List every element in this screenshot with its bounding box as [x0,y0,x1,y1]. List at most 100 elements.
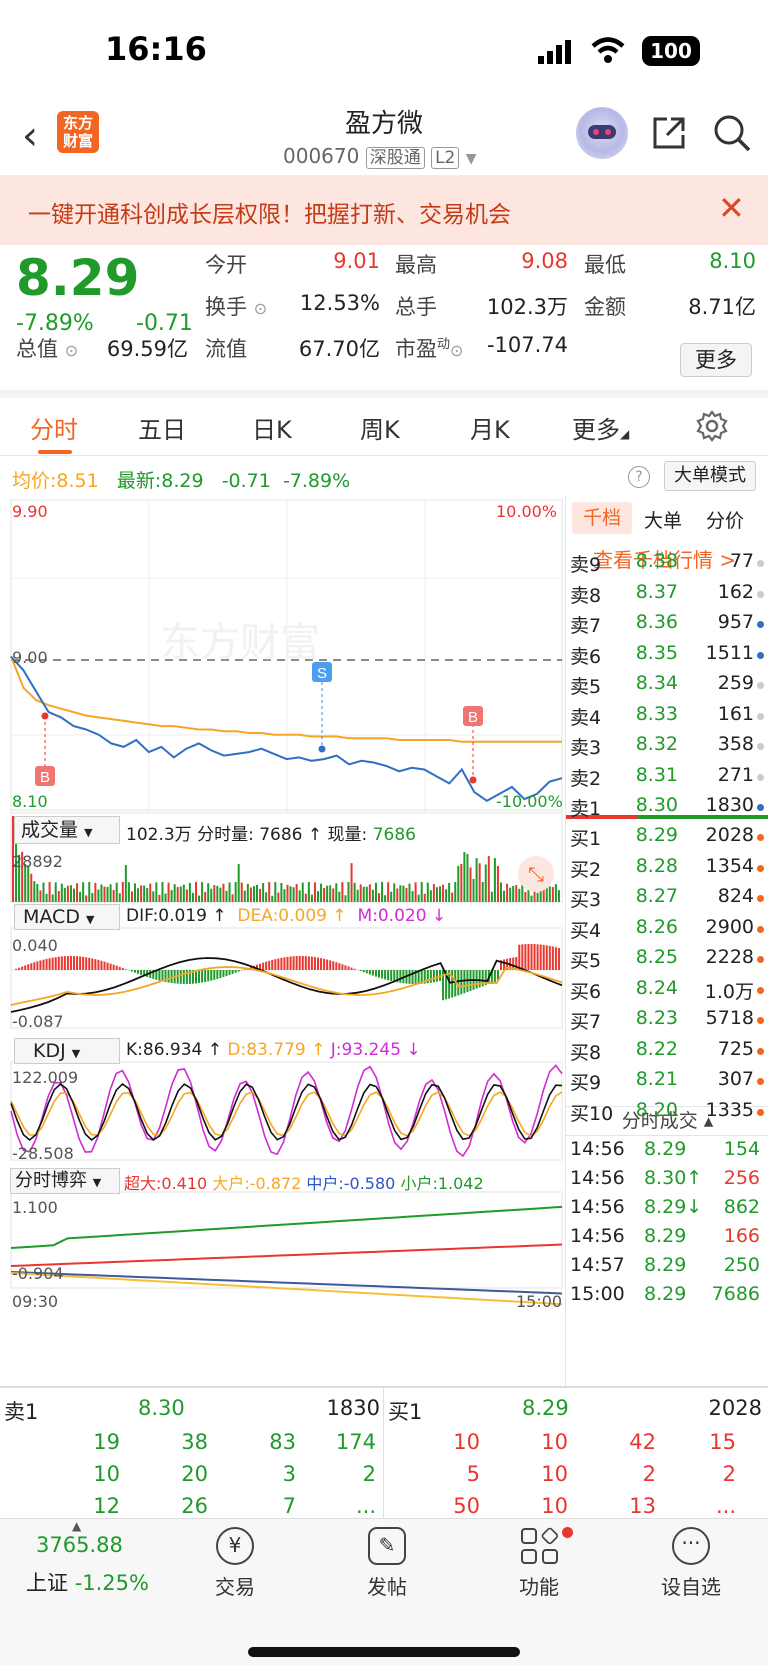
macd-bar [21,966,24,970]
volume-bar [387,882,390,902]
macd-bar [454,970,457,997]
volume-bar [298,890,301,902]
asks-level-volume: 1830 [705,794,754,816]
nav-watchlist[interactable]: ··· 设自选 [636,1527,746,1600]
intraday-chart[interactable]: 东方财富 B S B 9.9 [0,496,565,1386]
volume-bar [201,882,204,902]
tab-intraday[interactable]: 分时 [30,416,78,444]
promo-banner[interactable]: 一键开通科创成长层权限！把握打新、交易机会 ✕ [0,175,768,245]
stock-code: 000670 [283,144,360,168]
volume-bar [481,882,484,902]
tick-time: 14:56 [570,1225,625,1247]
detail-order-book: 卖1 8.30 1830 买1 8.29 2028 19 38 83 174 10 20 3… [0,1386,768,1520]
stock-name: 盈方微 [344,109,423,139]
buy-marker[interactable] [463,706,483,726]
macd-bar [335,962,338,970]
big-order-mode-button[interactable]: 大单模式 [664,461,756,491]
macd-bar [429,970,432,983]
quote-label: 流值 [205,337,247,361]
assistant-robot-icon[interactable] [576,107,628,159]
share-icon[interactable] [651,115,687,151]
dropdown-icon[interactable]: ▼ [465,151,477,167]
macd-bar [557,948,560,970]
order-dot [757,956,764,963]
yuan-icon: ¥ [216,1527,254,1565]
macd-bar [51,957,54,970]
macd-bar [551,946,554,970]
volume-bar [256,884,258,902]
tick-time: 14:57 [570,1254,625,1276]
volume-bar [542,889,545,902]
volume-indicator-select[interactable]: 成交量 ▼ [14,816,120,844]
macd-bar [158,970,161,981]
tab-weekly[interactable]: 周K [360,416,400,444]
kdj-indicator-select[interactable]: KDJ ▼ [14,1038,120,1064]
tick-time: 14:56 [570,1138,625,1160]
volume-bar [225,890,228,902]
nav-post[interactable]: ✎ 发帖 [332,1527,442,1600]
view-depth-link[interactable]: 查看千档行情 > [593,548,737,572]
fullscreen-icon[interactable]: ⤡ [518,856,554,892]
active-tab-indicator [38,450,72,454]
bids-level-label: 买8 [570,1041,602,1064]
game-indicator-select[interactable]: 分时博弈 ▼ [10,1168,120,1194]
order-book-panel: 千档 大单 分价 查看千档行情 > 分时成交 ▴ 卖9 8.38 77 卖8 8.37 1… [565,496,768,1386]
sell-marker[interactable] [312,662,332,682]
back-icon[interactable]: ‹ [22,113,38,159]
info-icon[interactable]: ⊙ [450,341,464,360]
macd-bar [225,970,228,977]
help-icon[interactable]: ? [628,466,650,488]
tab-big-orders[interactable]: 大单 [644,510,683,532]
info-icon[interactable]: ⊙ [253,299,268,318]
tab-more[interactable]: 更多◢ [572,416,630,444]
tab-full-depth[interactable]: 千档 [572,502,632,534]
chart-canvas[interactable]: 东方财富 B S B [0,496,565,1386]
tab-five-day[interactable]: 五日 [138,416,186,444]
nav-functions[interactable]: 功能 [484,1526,594,1600]
sell-queue-cell: 174 [335,1430,376,1454]
nav-trade[interactable]: ¥ 交易 [180,1527,290,1600]
macd-bar [97,959,100,970]
app-logo[interactable]: 东方财富 [57,111,99,153]
volume-bar [304,893,307,902]
volume-bar [42,882,45,902]
quote-value: 67.70亿 [298,337,380,361]
search-icon[interactable] [712,113,752,153]
order-dot [757,925,764,933]
macd-bar [27,964,30,970]
macd-bar [423,970,426,984]
macd-bar [36,961,39,970]
volume-bar [341,882,344,902]
order-dot [757,682,764,689]
macd-bar [329,960,332,970]
bids-level-price: 8.23 [635,1007,678,1029]
more-quote-button[interactable]: 更多 [680,343,752,377]
status-bar: 16:16 100 [0,0,768,95]
ticks-title[interactable]: 分时成交 ▴ [566,1106,768,1136]
tab-daily[interactable]: 日K [252,416,292,444]
info-icon[interactable]: ⊙ [64,341,79,360]
kdj-values: K:86.934 ↑ D:83.779 ↑ J:93.245 ↓ [126,1040,421,1060]
macd-bar [256,964,258,970]
macd-indicator-select[interactable]: MACD ▼ [14,904,120,930]
close-icon[interactable]: ✕ [718,189,745,227]
index-row[interactable]: 上证 -1.25% [26,1571,149,1595]
quote-label: 金额 [584,295,626,319]
macd-bar [295,956,298,970]
macd-bar [213,970,216,980]
promo-banner-text[interactable]: 一键开通科创成长层权限！把握打新、交易机会 [28,202,511,228]
tab-monthly[interactable]: 月K [470,416,510,444]
volume-bar [115,882,118,902]
macd-bar [323,958,326,970]
tab-price-dist[interactable]: 分价 [706,510,745,532]
macd-bar [94,959,97,970]
tick-price: 8.29 [644,1138,687,1160]
macd-bar [134,970,136,973]
buy-marker[interactable] [35,766,55,786]
volume-bar [155,882,158,902]
settings-gear-icon[interactable] [696,410,728,442]
index-value[interactable]: 3765.88 [36,1533,123,1557]
bids-level-label: 买2 [570,858,602,881]
quote-label: 今开 [205,253,247,277]
asks-level-label: 卖4 [570,706,602,729]
